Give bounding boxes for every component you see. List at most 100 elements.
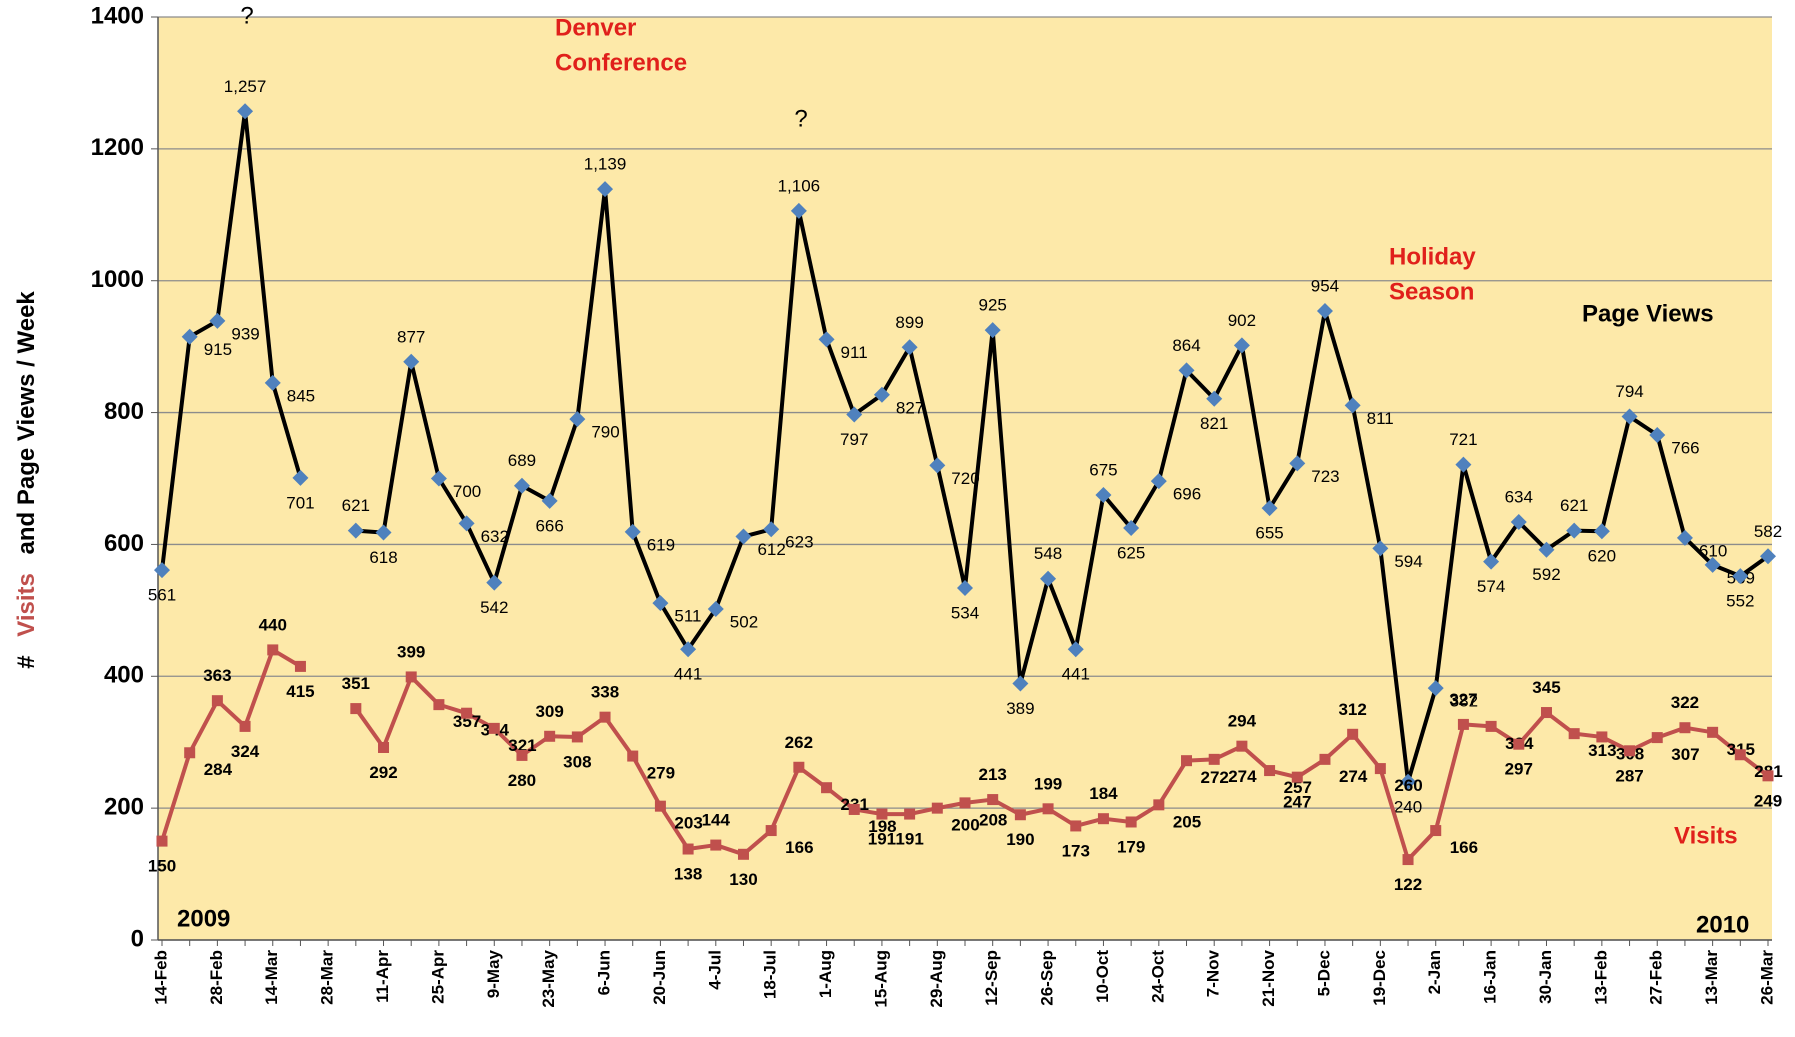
annotation: 2009 xyxy=(177,905,230,932)
data-label: 864 xyxy=(1172,336,1200,355)
data-label: 327 xyxy=(1449,690,1477,709)
marker xyxy=(1206,390,1223,407)
x-tick-label: 14-Feb xyxy=(151,950,170,1005)
marker xyxy=(1540,707,1552,719)
data-label: 610 xyxy=(1699,541,1727,560)
annotation: Season xyxy=(1389,278,1474,305)
marker xyxy=(763,521,780,538)
marker xyxy=(1762,770,1774,782)
marker xyxy=(1621,408,1638,425)
marker xyxy=(1568,728,1580,740)
marker xyxy=(1457,718,1469,730)
annotation: Conference xyxy=(555,49,687,76)
x-tick-label: 2-Jan xyxy=(1425,950,1444,994)
data-label: 790 xyxy=(591,423,619,442)
data-label: 561 xyxy=(148,586,176,605)
data-label: 389 xyxy=(1006,699,1034,718)
marker xyxy=(984,322,1001,339)
data-label: 345 xyxy=(1532,678,1560,697)
data-label: 634 xyxy=(1505,487,1533,506)
x-tick-label: 25-Apr xyxy=(428,950,447,1004)
marker xyxy=(1208,753,1220,765)
data-label: 675 xyxy=(1089,460,1117,479)
marker xyxy=(211,695,223,707)
data-label: 701 xyxy=(286,493,314,512)
x-tick-label: 14-Mar xyxy=(262,950,281,1005)
x-tick-label: 26-Sep xyxy=(1038,950,1057,1006)
y-axis-title: # Visits and Page Views / Week xyxy=(13,291,40,669)
data-label: 313 xyxy=(1588,741,1616,760)
marker xyxy=(1014,809,1026,821)
x-tick-label: 16-Jan xyxy=(1481,950,1500,1004)
marker xyxy=(405,671,417,683)
data-label: 200 xyxy=(951,816,979,835)
plot-area xyxy=(158,17,1772,940)
marker xyxy=(790,202,807,219)
marker xyxy=(846,406,863,423)
marker xyxy=(1732,568,1749,585)
x-tick-label: 13-Mar xyxy=(1702,950,1721,1005)
data-label: 594 xyxy=(1394,552,1422,571)
data-label: 257 xyxy=(1284,778,1312,797)
data-label: 915 xyxy=(204,340,232,359)
marker xyxy=(433,699,445,711)
marker xyxy=(544,730,556,742)
data-label: 592 xyxy=(1532,565,1560,584)
data-label: 138 xyxy=(674,865,702,884)
data-label: 552 xyxy=(1726,592,1754,611)
data-label: 321 xyxy=(508,736,536,755)
data-label: 287 xyxy=(1615,766,1643,785)
marker xyxy=(403,353,420,370)
data-label: 312 xyxy=(1338,700,1366,719)
data-label: 440 xyxy=(259,615,287,634)
data-label: 191 xyxy=(895,830,923,849)
marker xyxy=(627,750,639,762)
data-label: 827 xyxy=(896,398,924,417)
data-label: 845 xyxy=(287,386,315,405)
marker xyxy=(569,411,586,428)
data-label: 700 xyxy=(453,482,481,501)
data-label: 911 xyxy=(841,343,868,362)
data-label: 502 xyxy=(730,613,758,632)
data-label: 247 xyxy=(1283,793,1311,812)
marker xyxy=(765,825,777,837)
marker xyxy=(1483,553,1500,570)
data-label: 297 xyxy=(1505,760,1533,779)
marker xyxy=(707,601,724,618)
y-axis-title-part: and Page Views / Week xyxy=(13,291,40,555)
marker xyxy=(1236,740,1248,752)
data-label: 308 xyxy=(563,752,591,771)
marker xyxy=(1596,731,1608,743)
marker xyxy=(1679,722,1691,734)
y-tick-label: 0 xyxy=(131,925,144,952)
data-label: 274 xyxy=(1228,767,1257,786)
marker xyxy=(486,574,503,591)
annotation: ? xyxy=(240,2,253,29)
data-label: 548 xyxy=(1034,544,1062,563)
marker xyxy=(710,839,722,851)
data-label: 399 xyxy=(397,642,425,661)
marker xyxy=(239,720,251,732)
marker xyxy=(1372,540,1389,557)
data-label: 1,257 xyxy=(224,77,267,96)
data-label: 899 xyxy=(895,313,923,332)
data-label: 357 xyxy=(453,712,481,731)
x-tick-label: 24-Oct xyxy=(1148,950,1167,1003)
data-label: 902 xyxy=(1228,311,1256,330)
data-label: 939 xyxy=(231,324,259,343)
marker xyxy=(682,843,694,855)
y-axis-title-part: # xyxy=(13,655,40,668)
y-tick-label: 1400 xyxy=(91,2,144,29)
marker xyxy=(1676,529,1693,546)
data-label: 689 xyxy=(508,451,536,470)
x-tick-label: 10-Oct xyxy=(1093,950,1112,1003)
data-label: 294 xyxy=(1228,712,1257,731)
marker xyxy=(1427,680,1444,697)
marker xyxy=(987,794,999,806)
marker xyxy=(1734,749,1746,761)
marker xyxy=(1624,745,1636,757)
data-label: 262 xyxy=(785,733,813,752)
marker xyxy=(430,470,447,487)
marker xyxy=(1123,519,1140,536)
